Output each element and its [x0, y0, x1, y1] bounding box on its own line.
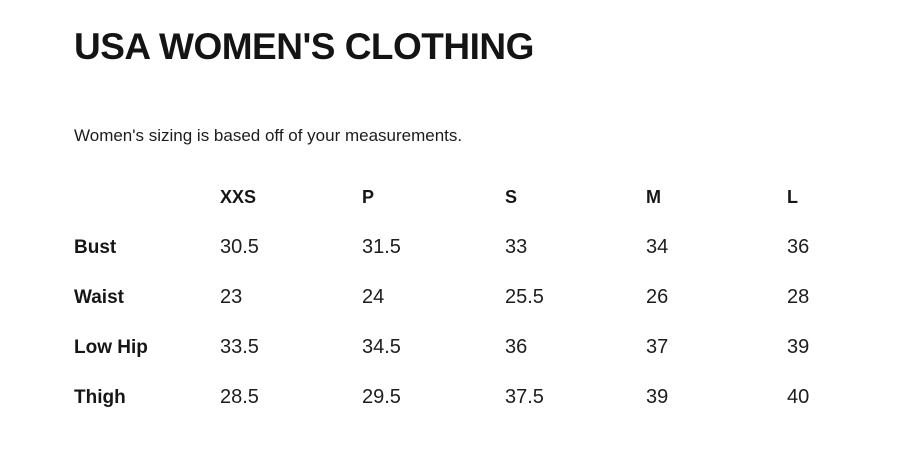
- page-title: USA WOMEN'S CLOTHING: [74, 26, 534, 67]
- size-value-cell: 36: [505, 336, 528, 359]
- row-label-thigh: Thigh: [74, 386, 126, 408]
- size-value-cell: 39: [787, 336, 810, 359]
- size-value-cell: 29.5: [362, 386, 401, 409]
- size-table: XXS P S M L Bust 30.5 31.5 33 34 36 Wais…: [74, 173, 900, 423]
- size-column-header-p: P: [362, 187, 375, 208]
- row-label-waist: Waist: [74, 286, 124, 308]
- size-value-cell: 34.5: [362, 336, 401, 359]
- size-value-cell: 39: [646, 386, 669, 409]
- size-chart-page: USA WOMEN'S CLOTHING Women's sizing is b…: [74, 26, 900, 423]
- size-column-header-s: S: [505, 187, 518, 208]
- size-value-cell: 34: [646, 236, 669, 259]
- row-label-bust: Bust: [74, 236, 117, 258]
- size-value-cell: 26: [646, 286, 669, 309]
- size-value-cell: 37.5: [505, 386, 544, 409]
- table-row-waist: Waist 23 24 25.5 26 28: [74, 273, 900, 323]
- size-value-cell: 25.5: [505, 286, 544, 309]
- size-value-cell: 40: [787, 386, 810, 409]
- size-table-header-row: XXS P S M L: [74, 173, 900, 223]
- size-value-cell: 24: [362, 286, 385, 309]
- size-value-cell: 28.5: [220, 386, 259, 409]
- size-value-cell: 36: [787, 236, 810, 259]
- size-value-cell: 37: [646, 336, 669, 359]
- size-value-cell: 33: [505, 236, 528, 259]
- row-label-low-hip: Low Hip: [74, 336, 148, 358]
- corner-cell: [74, 173, 220, 223]
- size-value-cell: 31.5: [362, 236, 401, 259]
- size-column-header-l: L: [787, 187, 798, 208]
- size-column-header-xxs: XXS: [220, 187, 257, 208]
- intro-text: Women's sizing is based off of your meas…: [74, 125, 463, 145]
- size-value-cell: 30.5: [220, 236, 259, 259]
- table-row-thigh: Thigh 28.5 29.5 37.5 39 40: [74, 373, 900, 423]
- table-row-low-hip: Low Hip 33.5 34.5 36 37 39: [74, 323, 900, 373]
- size-value-cell: 28: [787, 286, 810, 309]
- size-column-header-m: M: [646, 187, 661, 208]
- size-value-cell: 23: [220, 286, 243, 309]
- size-value-cell: 33.5: [220, 336, 259, 359]
- table-row-bust: Bust 30.5 31.5 33 34 36: [74, 223, 900, 273]
